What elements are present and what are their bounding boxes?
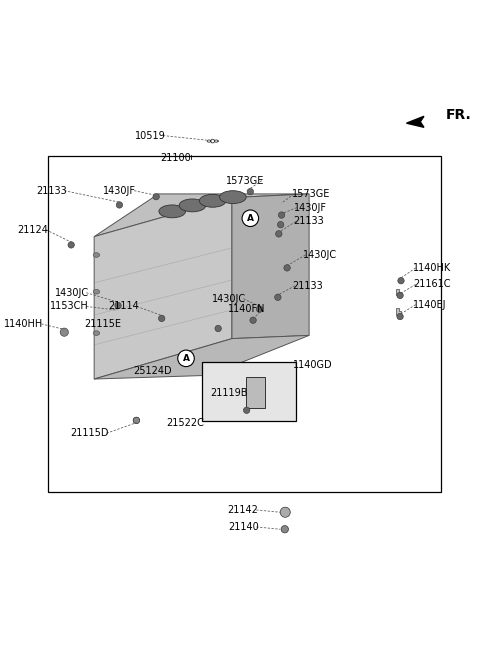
Circle shape	[153, 193, 159, 200]
Circle shape	[397, 313, 403, 320]
Text: 21100: 21100	[160, 152, 191, 163]
Circle shape	[158, 315, 165, 322]
Circle shape	[247, 189, 253, 195]
Polygon shape	[94, 198, 232, 379]
Circle shape	[281, 526, 288, 533]
Text: 1140FN: 1140FN	[228, 304, 265, 314]
Ellipse shape	[93, 290, 100, 294]
Circle shape	[250, 317, 256, 323]
Ellipse shape	[179, 199, 206, 212]
Text: FR.: FR.	[445, 108, 471, 122]
Circle shape	[68, 242, 74, 248]
Text: 1430JC: 1430JC	[212, 294, 246, 304]
Text: 21133: 21133	[293, 216, 324, 227]
Circle shape	[278, 212, 285, 218]
Circle shape	[178, 350, 194, 367]
Circle shape	[277, 221, 284, 228]
Text: 1140HK: 1140HK	[413, 263, 452, 273]
Circle shape	[242, 210, 259, 227]
Text: 21133: 21133	[293, 281, 324, 291]
Circle shape	[243, 407, 250, 413]
Ellipse shape	[199, 194, 226, 207]
Circle shape	[60, 328, 69, 336]
Text: 21119B: 21119B	[211, 388, 248, 397]
Circle shape	[280, 507, 290, 517]
Text: 1573GE: 1573GE	[292, 189, 330, 199]
Circle shape	[256, 306, 263, 313]
Text: 1430JF: 1430JF	[294, 203, 327, 213]
Ellipse shape	[93, 330, 100, 335]
Text: 21142: 21142	[228, 505, 259, 515]
Ellipse shape	[219, 191, 246, 204]
Circle shape	[133, 417, 140, 424]
Circle shape	[275, 294, 281, 300]
Polygon shape	[396, 308, 401, 315]
Polygon shape	[94, 194, 309, 237]
Text: 1573GE: 1573GE	[226, 175, 264, 185]
Polygon shape	[232, 194, 309, 338]
Text: 21115D: 21115D	[71, 428, 109, 438]
Polygon shape	[94, 335, 309, 379]
Polygon shape	[407, 116, 424, 127]
Circle shape	[133, 417, 140, 424]
Bar	[202, 361, 296, 421]
Text: A: A	[247, 214, 254, 223]
Text: 10519: 10519	[134, 131, 165, 141]
Text: 21133: 21133	[36, 186, 67, 196]
Circle shape	[116, 202, 122, 208]
Text: 1140EJ: 1140EJ	[413, 300, 447, 309]
Circle shape	[276, 231, 282, 237]
Circle shape	[61, 329, 68, 335]
Text: 21140: 21140	[228, 522, 259, 532]
Text: 21114: 21114	[108, 302, 139, 311]
Ellipse shape	[93, 253, 100, 258]
Text: 21161C: 21161C	[413, 279, 451, 289]
Text: 1153CH: 1153CH	[50, 302, 89, 311]
Bar	[246, 376, 265, 408]
Circle shape	[115, 302, 121, 309]
Text: 25124D: 25124D	[133, 366, 172, 376]
Circle shape	[398, 277, 404, 284]
Text: A: A	[182, 354, 190, 363]
Text: 1430JF: 1430JF	[103, 186, 136, 196]
Ellipse shape	[159, 205, 186, 218]
Circle shape	[284, 265, 290, 271]
Text: 1430JC: 1430JC	[303, 250, 337, 260]
Text: 21124: 21124	[17, 225, 48, 235]
Circle shape	[215, 325, 221, 332]
Circle shape	[397, 292, 403, 299]
Text: 1140GD: 1140GD	[293, 360, 332, 371]
Text: 21115E: 21115E	[84, 319, 122, 329]
Text: 1430JC: 1430JC	[55, 288, 89, 298]
Bar	[48, 156, 441, 491]
Text: 21522C: 21522C	[167, 418, 204, 428]
Text: 1140HH: 1140HH	[4, 319, 44, 329]
Polygon shape	[396, 289, 401, 296]
